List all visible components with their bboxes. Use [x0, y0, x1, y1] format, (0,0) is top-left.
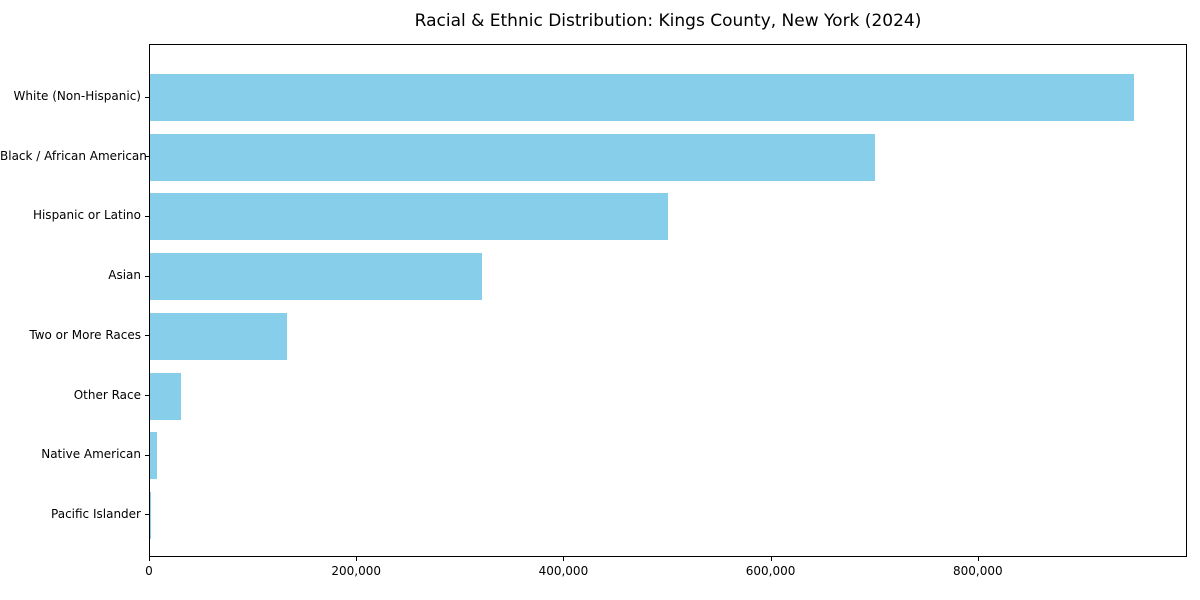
y-axis-label-asian: Asian	[108, 268, 141, 283]
y-tick-mark	[145, 335, 149, 337]
chart-title: Racial & Ethnic Distribution: Kings Coun…	[414, 11, 922, 31]
x-tick-mark	[563, 557, 565, 561]
y-axis-label-other-race: Other Race	[73, 387, 141, 402]
bar-pacific-islander	[150, 491, 152, 539]
y-axis-label-white-non-hispanic: White (Non-Hispanic)	[13, 89, 141, 103]
bar-other-race	[150, 372, 182, 420]
x-tick-mark	[356, 557, 358, 561]
y-tick-mark	[145, 215, 149, 217]
y-tick-mark	[145, 275, 149, 277]
bar-hispanic-or-latino	[150, 193, 668, 241]
x-tick-label-200-000: 200,000	[331, 564, 381, 578]
y-tick-mark	[145, 514, 149, 516]
bar-black-african-american	[150, 133, 876, 181]
bar-white-non-hispanic	[150, 74, 1135, 121]
x-tick-label-0: 0	[145, 564, 153, 578]
y-axis-label-hispanic-or-latino: Hispanic or Latino	[32, 208, 141, 223]
plot-area	[149, 44, 1187, 557]
y-tick-mark	[145, 454, 149, 456]
x-tick-label-600-000: 600,000	[745, 564, 796, 578]
bar-two-or-more-races	[150, 312, 287, 360]
x-tick-label-400-000: 400,000	[538, 564, 589, 578]
y-tick-mark	[145, 156, 149, 158]
y-tick-mark	[145, 395, 149, 396]
x-tick-mark	[149, 557, 150, 561]
y-axis-label-pacific-islander: Pacific Islander	[51, 506, 141, 521]
x-tick-mark	[770, 557, 772, 561]
x-tick-label-800-000: 800,000	[952, 564, 1003, 578]
bar-asian	[150, 253, 482, 301]
y-axis-label-native-american: Native American	[41, 447, 141, 462]
bar-native-american	[150, 432, 158, 480]
y-tick-mark	[145, 96, 149, 98]
y-axis-label-black-african-american: Black / African American	[0, 148, 147, 163]
y-axis-label-two-or-more-races: Two or More Races	[29, 327, 141, 342]
x-tick-mark	[977, 557, 979, 561]
